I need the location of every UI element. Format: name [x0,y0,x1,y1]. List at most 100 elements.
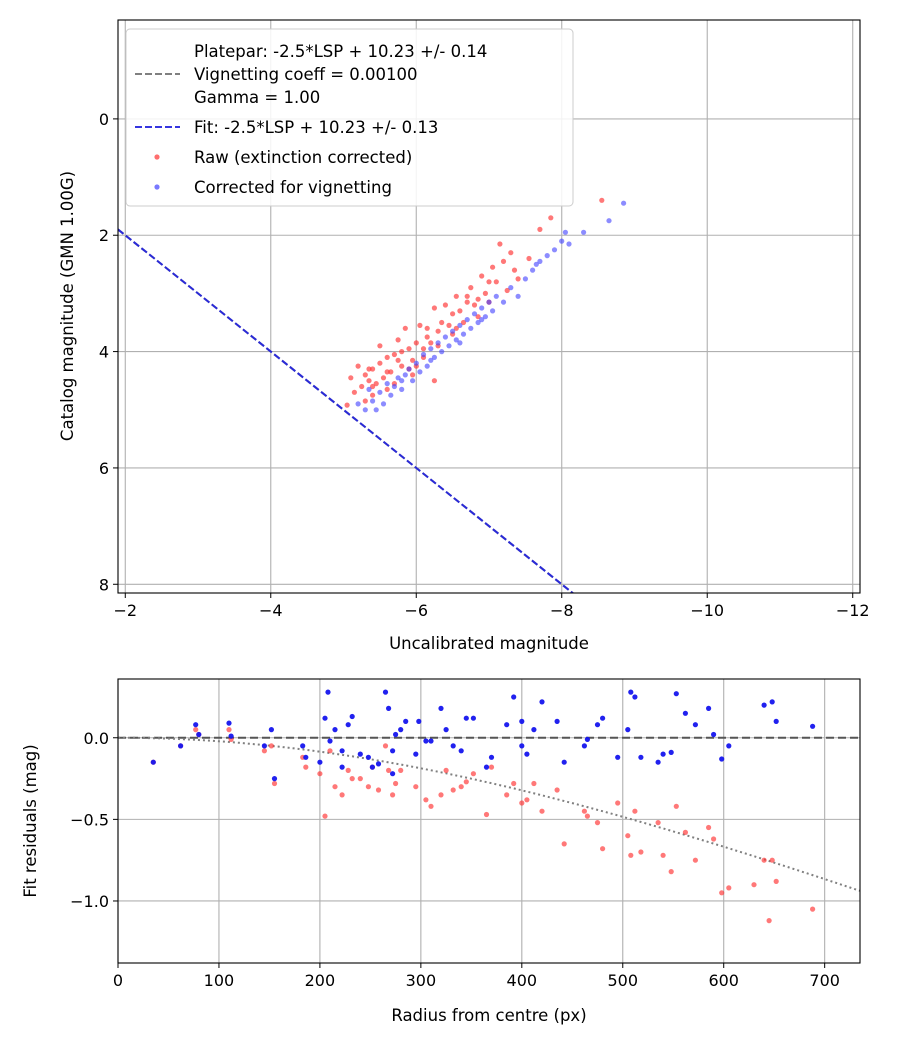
corrected-point [345,722,351,728]
corrected-point [399,386,405,392]
raw-point [435,328,441,334]
corrected-point [539,699,545,705]
top-axes-frame [117,19,861,594]
corrected-point [692,722,699,728]
raw-point [488,764,495,770]
raw-point [193,727,199,733]
corrected-point [398,727,404,733]
raw-point [423,797,429,803]
raw-point [339,792,345,798]
raw-point [500,258,507,264]
corrected-point [769,699,775,705]
raw-point [395,357,401,363]
corrected-point [380,401,387,407]
raw-point [428,340,434,346]
corrected-point [559,238,565,244]
corrected-point [711,731,717,738]
corrected-point [268,727,274,733]
corrected-point [660,751,666,757]
corrected-point [508,285,514,291]
bottom-y-axis-label: Fit residuals (mag) [21,744,40,897]
corrected-point [442,334,448,340]
raw-point [391,351,397,358]
corrected-point [511,694,517,700]
raw-point [446,322,452,328]
top-x-tick-label: −4 [259,601,283,620]
corrected-point [486,299,492,305]
corrected-point [424,363,430,369]
corrected-point [391,383,397,390]
raw-point [384,386,390,392]
raw-point [344,402,350,408]
raw-point [457,308,463,314]
top-y-tick-label: 2 [99,226,109,245]
corrected-point [581,229,587,235]
vignetting-curve [118,736,860,892]
corrected-point [443,727,449,733]
corrected-point [366,386,372,392]
corrected-point [554,718,560,725]
corrected-point [621,200,627,206]
corrected-point [228,733,234,739]
corrected-point [428,346,434,352]
corrected-point [581,743,588,749]
corrected-point [483,764,490,770]
raw-point [453,325,459,331]
bot-y-tick-label: −1.0 [70,892,109,911]
bot-y-tick-label: 0.0 [84,729,109,748]
legend-label-fit: Fit: -2.5*LSP + 10.23 +/- 0.13 [194,118,438,137]
corrected-point [322,715,328,721]
corrected-point [537,258,543,264]
corrected-point [369,764,375,770]
raw-point [450,787,456,793]
raw-point [761,857,767,863]
raw-point [726,885,732,891]
raw-point [464,293,470,299]
raw-point [479,273,485,279]
raw-point [366,378,372,384]
corrected-point [719,756,725,762]
raw-point [362,372,368,378]
raw-point [268,743,274,749]
corrected-point [413,751,419,757]
top-x-tick-label: −6 [404,601,428,620]
raw-point [362,398,368,404]
raw-point [600,846,606,852]
corrected-point [600,715,606,721]
raw-point [373,381,379,387]
raw-point [773,878,779,885]
bot-x-tick-label: 100 [204,971,235,990]
raw-point [370,366,376,372]
corrected-point [522,276,529,282]
raw-point [332,784,338,790]
raw-point [486,279,492,285]
fit-line-fit [118,228,575,593]
raw-point [490,264,496,270]
corrected-point [303,754,309,760]
corrected-point [457,340,463,346]
top-x-ticks: −2 −4 −6 −8 −10 −12 [113,593,870,620]
raw-point [420,346,427,352]
corrected-point [390,771,396,777]
raw-point [365,784,371,790]
bottom-reference-lines [118,736,860,892]
top-x-axis-label: Uncalibrated magnitude [389,634,589,653]
raw-point [638,849,644,855]
raw-point [615,800,621,806]
raw-point [581,808,588,814]
top-y-ticks: 0 2 4 6 8 [99,110,118,594]
corrected-point [431,354,437,360]
corrected-point [515,293,521,299]
raw-point [682,829,689,836]
raw-point [322,813,328,819]
raw-point [810,906,816,912]
corrected-point [399,378,405,384]
corrected-point [357,751,363,757]
legend-corrected-marker [154,184,160,190]
corrected-point [413,360,419,366]
bottom-corrected-series [150,689,816,782]
corrected-point [519,718,525,725]
corrected-point [615,754,621,760]
raw-point [377,360,383,366]
